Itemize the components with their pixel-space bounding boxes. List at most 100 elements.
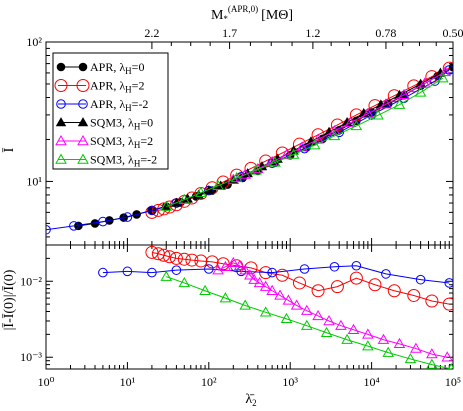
bottom-series-1: [98, 260, 453, 288]
bottom-point-0-2: [157, 248, 171, 262]
bottom-point-3-2: [199, 284, 211, 295]
bottom-series-line-1: [102, 265, 450, 284]
bottom-point-2-20: [393, 337, 406, 349]
bottom-point-2-13: [301, 304, 313, 315]
top-point-4-4: [280, 148, 293, 160]
bottom-point-1-7: [299, 264, 310, 274]
bottom-point-2-18: [362, 328, 374, 339]
top-series-line-5: [166, 77, 444, 208]
bottom-point-3-9: [341, 333, 353, 344]
top-series-layer: [46, 61, 453, 235]
bottom-point-0-19: [387, 284, 401, 298]
bottom-point-3-3: [219, 292, 232, 303]
bottom-point-2-17: [347, 323, 360, 334]
top-point-5-7: [287, 148, 300, 159]
top-point-5-1: [178, 193, 191, 204]
bottom-point-0-11: [244, 261, 258, 275]
bottom-point-2-15: [323, 315, 335, 326]
bottom-point-2-9: [266, 284, 278, 295]
bottom-point-2-21: [410, 342, 422, 353]
bottom-point-0-22: [442, 297, 453, 311]
legend-item: APR, λH=2: [54, 79, 144, 95]
top-point-1-12: [259, 154, 273, 168]
top-axis-tick-label: 1.2: [305, 26, 320, 40]
bottom-point-3-7: [301, 319, 313, 330]
bottom-point-1-11: [415, 274, 426, 285]
top-point-4-13: [439, 65, 451, 77]
bottom-point-1-9: [351, 260, 362, 271]
legend-marker: [55, 153, 67, 164]
bottom-point-2-2: [227, 256, 240, 267]
legend-marker: [77, 153, 89, 164]
top-point-4-10: [380, 98, 392, 109]
bottom-point-0-13: [275, 268, 289, 282]
bottom-point-0-20: [407, 288, 421, 302]
bottom-point-2-1: [219, 260, 232, 271]
x-tick-label: 10²: [201, 375, 217, 389]
x-tick-label: 10⁰: [38, 375, 55, 389]
bottom-series-2: [212, 256, 453, 362]
bottom-point-1-1: [122, 266, 133, 277]
bottom-point-0-8: [205, 255, 219, 269]
top-point-5-4: [230, 171, 243, 183]
legend-label: APR, λH=-2: [90, 97, 148, 113]
x-tick-label: 10³: [282, 375, 298, 389]
top-y-axis-label: Ī: [1, 147, 17, 152]
legend-item: SQM3, λH=2: [55, 134, 153, 150]
bottom-point-3-10: [362, 340, 374, 351]
legend-item: SQM3, λH=0: [55, 116, 153, 132]
legend-marker: [55, 117, 67, 127]
bottom-point-1-10: [381, 269, 391, 279]
bottom-point-2-12: [290, 299, 303, 310]
legend-label: APR, λH=0: [90, 60, 144, 76]
top-point-5-8: [308, 139, 321, 150]
top-point-4-9: [362, 107, 374, 118]
legend-marker: [78, 62, 88, 72]
legend-item: APR, λH=-2: [56, 97, 148, 113]
bottom-point-0-6: [185, 253, 199, 267]
legend-label: SQM3, λH=0: [90, 116, 153, 132]
bottom-point-0-15: [311, 284, 325, 298]
bottom-point-3-12: [404, 352, 417, 364]
legend-item: APR, λH=0: [56, 60, 144, 76]
bottom-point-1-3: [171, 265, 182, 275]
top-point-2-1: [69, 221, 79, 231]
legend-label: APR, λH=2: [90, 79, 144, 95]
bottom-point-3-5: [259, 306, 272, 317]
bottom-point-0-0: [145, 245, 159, 259]
top-axis-tick-label: 0.78: [375, 26, 396, 40]
legend-box: [52, 52, 169, 170]
bottom-point-2-3: [233, 259, 246, 270]
bottom-series-3: [160, 270, 453, 369]
top-axis-label: M*(APR,0) [MΘ]: [211, 4, 293, 24]
tick-labels: 10⁰ 10¹ 10² 10³ 10⁴ 10⁵ 2.2 1.7 1.2 0.78 0.50 10¹ 10…: [20, 26, 463, 389]
legend-marker: [56, 99, 66, 109]
bottom-point-2-11: [282, 294, 295, 305]
bottom-panel-frame: [45, 244, 454, 370]
top-point-2-3: [122, 212, 133, 222]
bottom-point-3-4: [239, 299, 252, 310]
bottom-point-1-4: [204, 264, 214, 274]
x-tick-label: 10⁴: [364, 375, 380, 389]
bottom-point-2-7: [253, 276, 266, 288]
top-point-2-4: [147, 205, 157, 216]
bottom-series-line-3: [166, 276, 452, 369]
legend-label: SQM3, λH=-2: [90, 153, 157, 169]
legend-marker: [78, 99, 88, 109]
bottom-point-2-22: [426, 348, 438, 359]
bottom-point-1-2: [147, 267, 157, 278]
top-point-5-10: [350, 119, 363, 131]
top-point-4-0: [227, 173, 240, 184]
bottom-point-0-4: [169, 251, 183, 265]
bottom-point-0-16: [330, 280, 344, 294]
bottom-point-2-4: [239, 264, 252, 275]
bottom-point-2-10: [274, 289, 286, 300]
legend-item: SQM3, λH=-2: [55, 153, 157, 169]
legend-marker: [55, 135, 67, 146]
top-point-5-0: [160, 200, 173, 211]
bottom-point-3-8: [320, 326, 333, 337]
top-y-tick-label: 10¹: [26, 174, 42, 188]
bottom-series-layer: [98, 245, 453, 369]
top-y-tick-label: 10²: [26, 35, 42, 49]
